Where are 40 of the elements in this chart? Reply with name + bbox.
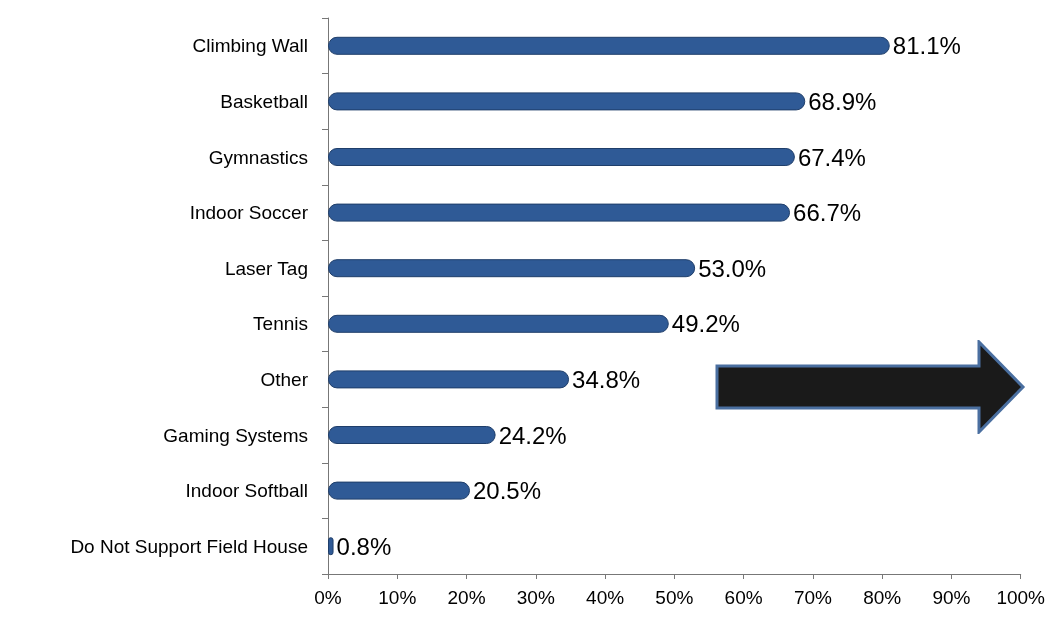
x-tick-label: 50% <box>655 587 694 608</box>
data-label: 0.8% <box>336 532 392 560</box>
y-tick-label: Basketball <box>220 90 308 112</box>
x-tick-label: 80% <box>863 587 902 608</box>
data-label: 67.4% <box>797 143 866 171</box>
bar <box>328 36 890 55</box>
x-tick-label: 100% <box>996 587 1046 608</box>
x-tick-label: 70% <box>793 587 833 608</box>
data-label: 34.8% <box>572 365 641 393</box>
x-tick-label: 10% <box>378 587 417 608</box>
x-tick-label: 20% <box>447 587 486 608</box>
y-tick-label: Other <box>260 368 309 390</box>
data-label: 66.7% <box>793 199 862 227</box>
y-tick-label: Indoor Soccer <box>189 202 309 224</box>
bar <box>328 148 795 166</box>
data-label: 49.2% <box>671 310 740 338</box>
data-label: 81.1% <box>892 32 961 60</box>
bar <box>328 370 570 389</box>
x-tick-label: 30% <box>516 587 555 608</box>
y-tick-label: Climbing Wall <box>192 35 308 57</box>
y-tick-label: Gymnastics <box>208 146 308 168</box>
y-tick-label: Tennis <box>253 313 308 335</box>
x-tick-label: 40% <box>586 587 625 608</box>
bar <box>328 259 696 278</box>
data-label: 24.2% <box>498 421 567 449</box>
data-label: 53.0% <box>698 254 767 282</box>
data-label: 20.5% <box>473 477 542 505</box>
data-label: 68.9% <box>808 87 877 115</box>
y-tick-label: Indoor Softball <box>185 480 308 502</box>
x-tick-label: 60% <box>724 587 763 608</box>
bar <box>328 92 806 111</box>
bar <box>328 481 470 500</box>
bar <box>328 314 669 333</box>
y-tick-label: Gaming Systems <box>163 424 308 446</box>
y-tick-label: Do Not Support Field House <box>70 535 308 557</box>
y-tick-label: Laser Tag <box>224 257 308 279</box>
bar <box>328 426 496 444</box>
x-tick-label: 90% <box>932 587 971 608</box>
x-tick-label: 0% <box>314 587 342 608</box>
bar <box>328 203 791 222</box>
